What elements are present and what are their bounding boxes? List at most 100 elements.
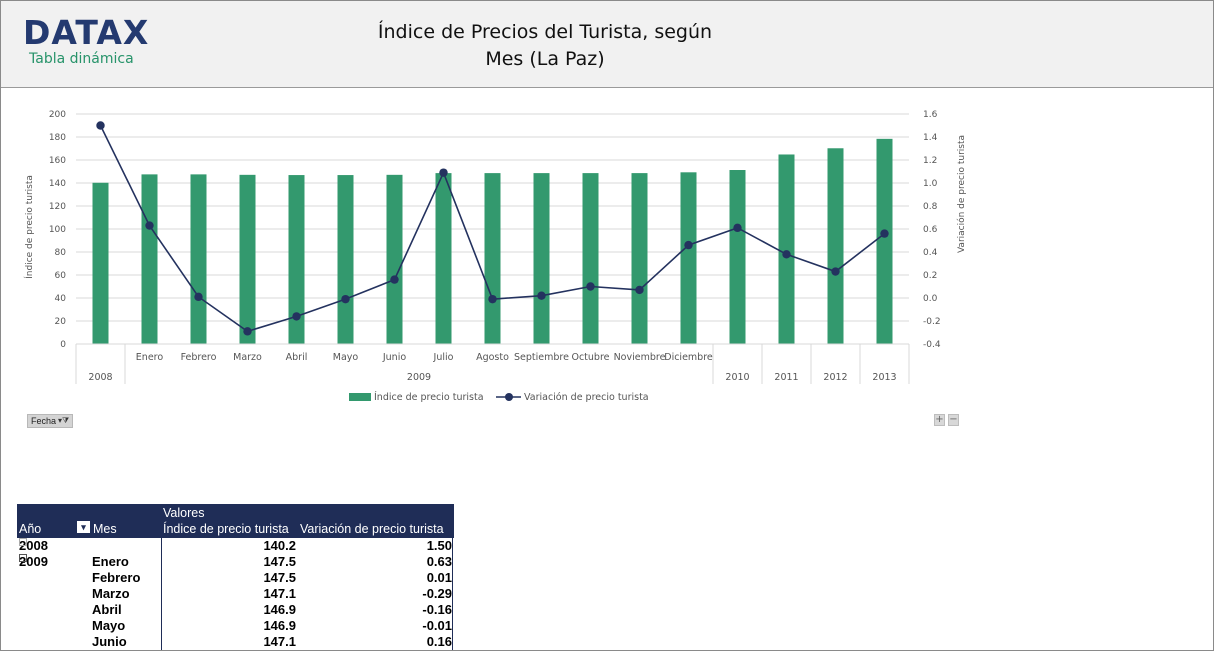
y2-tick-label: 1.6 <box>923 110 938 120</box>
pivot-idx-cell: 140.2 <box>263 538 296 553</box>
pivot-row: −2009 Enero 147.5 0.63 <box>17 554 454 570</box>
pivot-var-cell: 0.63 <box>426 554 452 569</box>
y-tick-label: 0 <box>60 340 66 350</box>
y-tick-label: 180 <box>49 133 66 143</box>
bar-4 <box>288 175 305 344</box>
combo-chart: 0 20 40 60 80 100 120 140 160 180 200 -0.4 -0.2 0.0 0.… <box>23 110 967 403</box>
y-tick-label: 60 <box>55 271 67 281</box>
pivot-year-cell[interactable]: 2008 <box>19 538 48 554</box>
bar-1 <box>141 174 158 344</box>
pivot-row: Abril 146.9 -0.16 <box>17 602 454 618</box>
report-header: DATAX Tabla dinámica Índice de Precios d… <box>1 1 1213 88</box>
x-group-label: 2009 <box>407 372 431 383</box>
y-tick-label: 80 <box>55 248 67 258</box>
pivot-var-cell: 0.01 <box>426 570 452 585</box>
report-title: Índice de Precios del Turista, según Mes… <box>331 19 759 73</box>
variation-point-2 <box>194 292 203 302</box>
y2-tick-label: 0.0 <box>923 294 938 304</box>
expand-icon[interactable] <box>19 538 27 546</box>
x-tick-label: Septiembre <box>514 352 569 363</box>
legend-bar-swatch <box>349 393 371 401</box>
y-tick-label: 200 <box>49 110 66 120</box>
col-year-header: Año <box>19 522 42 536</box>
pivot-idx-cell: 147.5 <box>263 554 296 569</box>
variation-point-12 <box>684 240 693 250</box>
x-group-label: 2010 <box>725 372 749 383</box>
pivot-idx-cell: 147.1 <box>263 586 296 601</box>
bar-15 <box>827 148 844 344</box>
pivot-idx-cell: 147.5 <box>263 570 296 585</box>
x-tick-label: Julio <box>433 352 454 363</box>
pivot-mes-cell: Enero <box>92 554 129 569</box>
x-tick-label: Agosto <box>476 352 509 363</box>
y2-tick-label: 0.2 <box>923 271 937 281</box>
x-tick-label: Octubre <box>571 352 609 363</box>
pivot-var-cell: -0.01 <box>422 618 452 633</box>
variation-point-3 <box>243 327 252 336</box>
datax-logo: DATAX Tabla dinámica <box>23 13 163 73</box>
mes-filter-icon[interactable]: ▾ <box>77 521 90 533</box>
logo-subtitle: Tabla dinámica <box>29 51 134 67</box>
pivot-mes-cell: Abril <box>92 602 122 617</box>
legend-bar-label: Índice de precio turista <box>374 391 484 403</box>
bar-12 <box>680 172 697 344</box>
x-tick-label: Marzo <box>233 352 262 363</box>
y2-tick-label: -0.4 <box>923 340 941 350</box>
fecha-filter-button[interactable]: Fecha ▾⧩ <box>27 414 74 428</box>
pivot-row: Marzo 147.1 -0.29 <box>17 586 454 602</box>
expand-field-button[interactable]: + <box>934 414 945 426</box>
filter-dropdown-icon: ▾⧩ <box>58 416 70 425</box>
variation-point-14 <box>782 250 791 259</box>
y2-tick-label: -0.2 <box>923 317 941 327</box>
pivot-idx-cell: 147.1 <box>263 634 296 649</box>
variation-point-0 <box>96 121 105 130</box>
variation-point-8 <box>488 294 497 304</box>
x-tick-label: Junio <box>382 352 406 363</box>
bar-10 <box>582 173 599 344</box>
pivot-mes-cell: Junio <box>92 634 127 649</box>
legend-line-marker <box>505 393 513 401</box>
collapse-icon[interactable]: − <box>19 554 27 567</box>
y-tick-label: 120 <box>49 202 66 212</box>
col-idx-header: Índice de precio turista <box>163 522 289 536</box>
y2-tick-label: 0.8 <box>923 202 938 212</box>
variation-point-5 <box>341 294 350 304</box>
pivot-row: Febrero 147.5 0.01 <box>17 570 454 586</box>
title-line-2: Mes (La Paz) <box>485 48 605 70</box>
pivot-var-cell: 1.50 <box>426 538 452 553</box>
pivot-year-cell[interactable]: −2009 <box>19 554 48 570</box>
x-tick-label: Mayo <box>333 352 359 363</box>
pivot-var-cell: 0.16 <box>426 634 452 649</box>
y-tick-label: 20 <box>55 317 67 327</box>
col-var-header: Variación de precio turista <box>300 522 444 536</box>
x-group-label: 2013 <box>872 372 896 383</box>
x-tick-label: Enero <box>136 352 164 363</box>
x-tick-label: Febrero <box>181 352 217 363</box>
bar-9 <box>533 173 550 344</box>
collapse-field-button[interactable]: − <box>948 414 959 426</box>
variation-point-10 <box>586 282 595 291</box>
y2-tick-label: 0.4 <box>923 248 938 258</box>
pivot-idx-cell: 146.9 <box>263 602 296 617</box>
pivot-row: 2008 140.2 1.50 <box>17 538 454 554</box>
y2-tick-label: 0.6 <box>923 225 938 235</box>
variation-point-4 <box>292 312 301 321</box>
logo-text: DATAX <box>23 13 150 52</box>
x-tick-label: Abril <box>286 352 308 363</box>
pivot-var-cell: -0.16 <box>422 602 452 617</box>
pivot-var-cell: -0.29 <box>422 586 452 601</box>
y2-tick-label: 1.2 <box>923 156 937 166</box>
bar-0 <box>92 182 109 344</box>
y2-axis-title: Variación de precio turista <box>956 135 967 253</box>
y-tick-label: 140 <box>49 179 66 189</box>
pivot-row: Mayo 146.9 -0.01 <box>17 618 454 634</box>
bar-11 <box>631 173 648 344</box>
bar-13 <box>729 170 746 344</box>
title-line-1: Índice de Precios del Turista, según <box>377 21 713 43</box>
bar-14 <box>778 154 795 344</box>
bar-16 <box>876 138 893 344</box>
pivot-mes-cell: Mayo <box>92 618 126 633</box>
x-group-label: 2012 <box>823 372 847 383</box>
bar-8 <box>484 173 501 344</box>
